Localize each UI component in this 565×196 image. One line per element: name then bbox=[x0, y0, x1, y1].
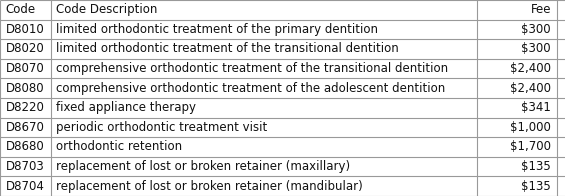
Bar bbox=[0, 59, 565, 78]
Text: D8070: D8070 bbox=[6, 62, 45, 75]
Text: $1,700: $1,700 bbox=[510, 141, 551, 153]
Bar bbox=[0, 0, 565, 20]
Text: Code: Code bbox=[6, 3, 36, 16]
Text: D8680: D8680 bbox=[6, 141, 45, 153]
Text: $135: $135 bbox=[521, 180, 551, 193]
Bar bbox=[0, 157, 565, 176]
Text: D8220: D8220 bbox=[6, 101, 45, 114]
Text: D8670: D8670 bbox=[6, 121, 45, 134]
Text: replacement of lost or broken retainer (maxillary): replacement of lost or broken retainer (… bbox=[56, 160, 351, 173]
Text: D8080: D8080 bbox=[6, 82, 44, 95]
Bar bbox=[0, 176, 565, 196]
Text: $2,400: $2,400 bbox=[510, 62, 551, 75]
Text: $341: $341 bbox=[521, 101, 551, 114]
Text: periodic orthodontic treatment visit: periodic orthodontic treatment visit bbox=[56, 121, 268, 134]
Text: D8020: D8020 bbox=[6, 43, 45, 55]
Text: $2,400: $2,400 bbox=[510, 82, 551, 95]
Text: Code Description: Code Description bbox=[56, 3, 158, 16]
Bar bbox=[0, 78, 565, 98]
Text: $135: $135 bbox=[521, 160, 551, 173]
Text: comprehensive orthodontic treatment of the adolescent dentition: comprehensive orthodontic treatment of t… bbox=[56, 82, 446, 95]
Text: $300: $300 bbox=[521, 23, 551, 36]
Bar bbox=[0, 20, 565, 39]
Text: $300: $300 bbox=[521, 43, 551, 55]
Text: limited orthodontic treatment of the transitional dentition: limited orthodontic treatment of the tra… bbox=[56, 43, 399, 55]
Bar bbox=[0, 39, 565, 59]
Text: Fee: Fee bbox=[531, 3, 551, 16]
Bar bbox=[0, 118, 565, 137]
Text: replacement of lost or broken retainer (mandibular): replacement of lost or broken retainer (… bbox=[56, 180, 363, 193]
Bar bbox=[0, 98, 565, 118]
Text: D8010: D8010 bbox=[6, 23, 45, 36]
Text: $1,000: $1,000 bbox=[510, 121, 551, 134]
Text: fixed appliance therapy: fixed appliance therapy bbox=[56, 101, 197, 114]
Text: comprehensive orthodontic treatment of the transitional dentition: comprehensive orthodontic treatment of t… bbox=[56, 62, 449, 75]
Text: D8704: D8704 bbox=[6, 180, 45, 193]
Bar bbox=[0, 137, 565, 157]
Text: limited orthodontic treatment of the primary dentition: limited orthodontic treatment of the pri… bbox=[56, 23, 379, 36]
Text: D8703: D8703 bbox=[6, 160, 45, 173]
Text: orthodontic retention: orthodontic retention bbox=[56, 141, 182, 153]
